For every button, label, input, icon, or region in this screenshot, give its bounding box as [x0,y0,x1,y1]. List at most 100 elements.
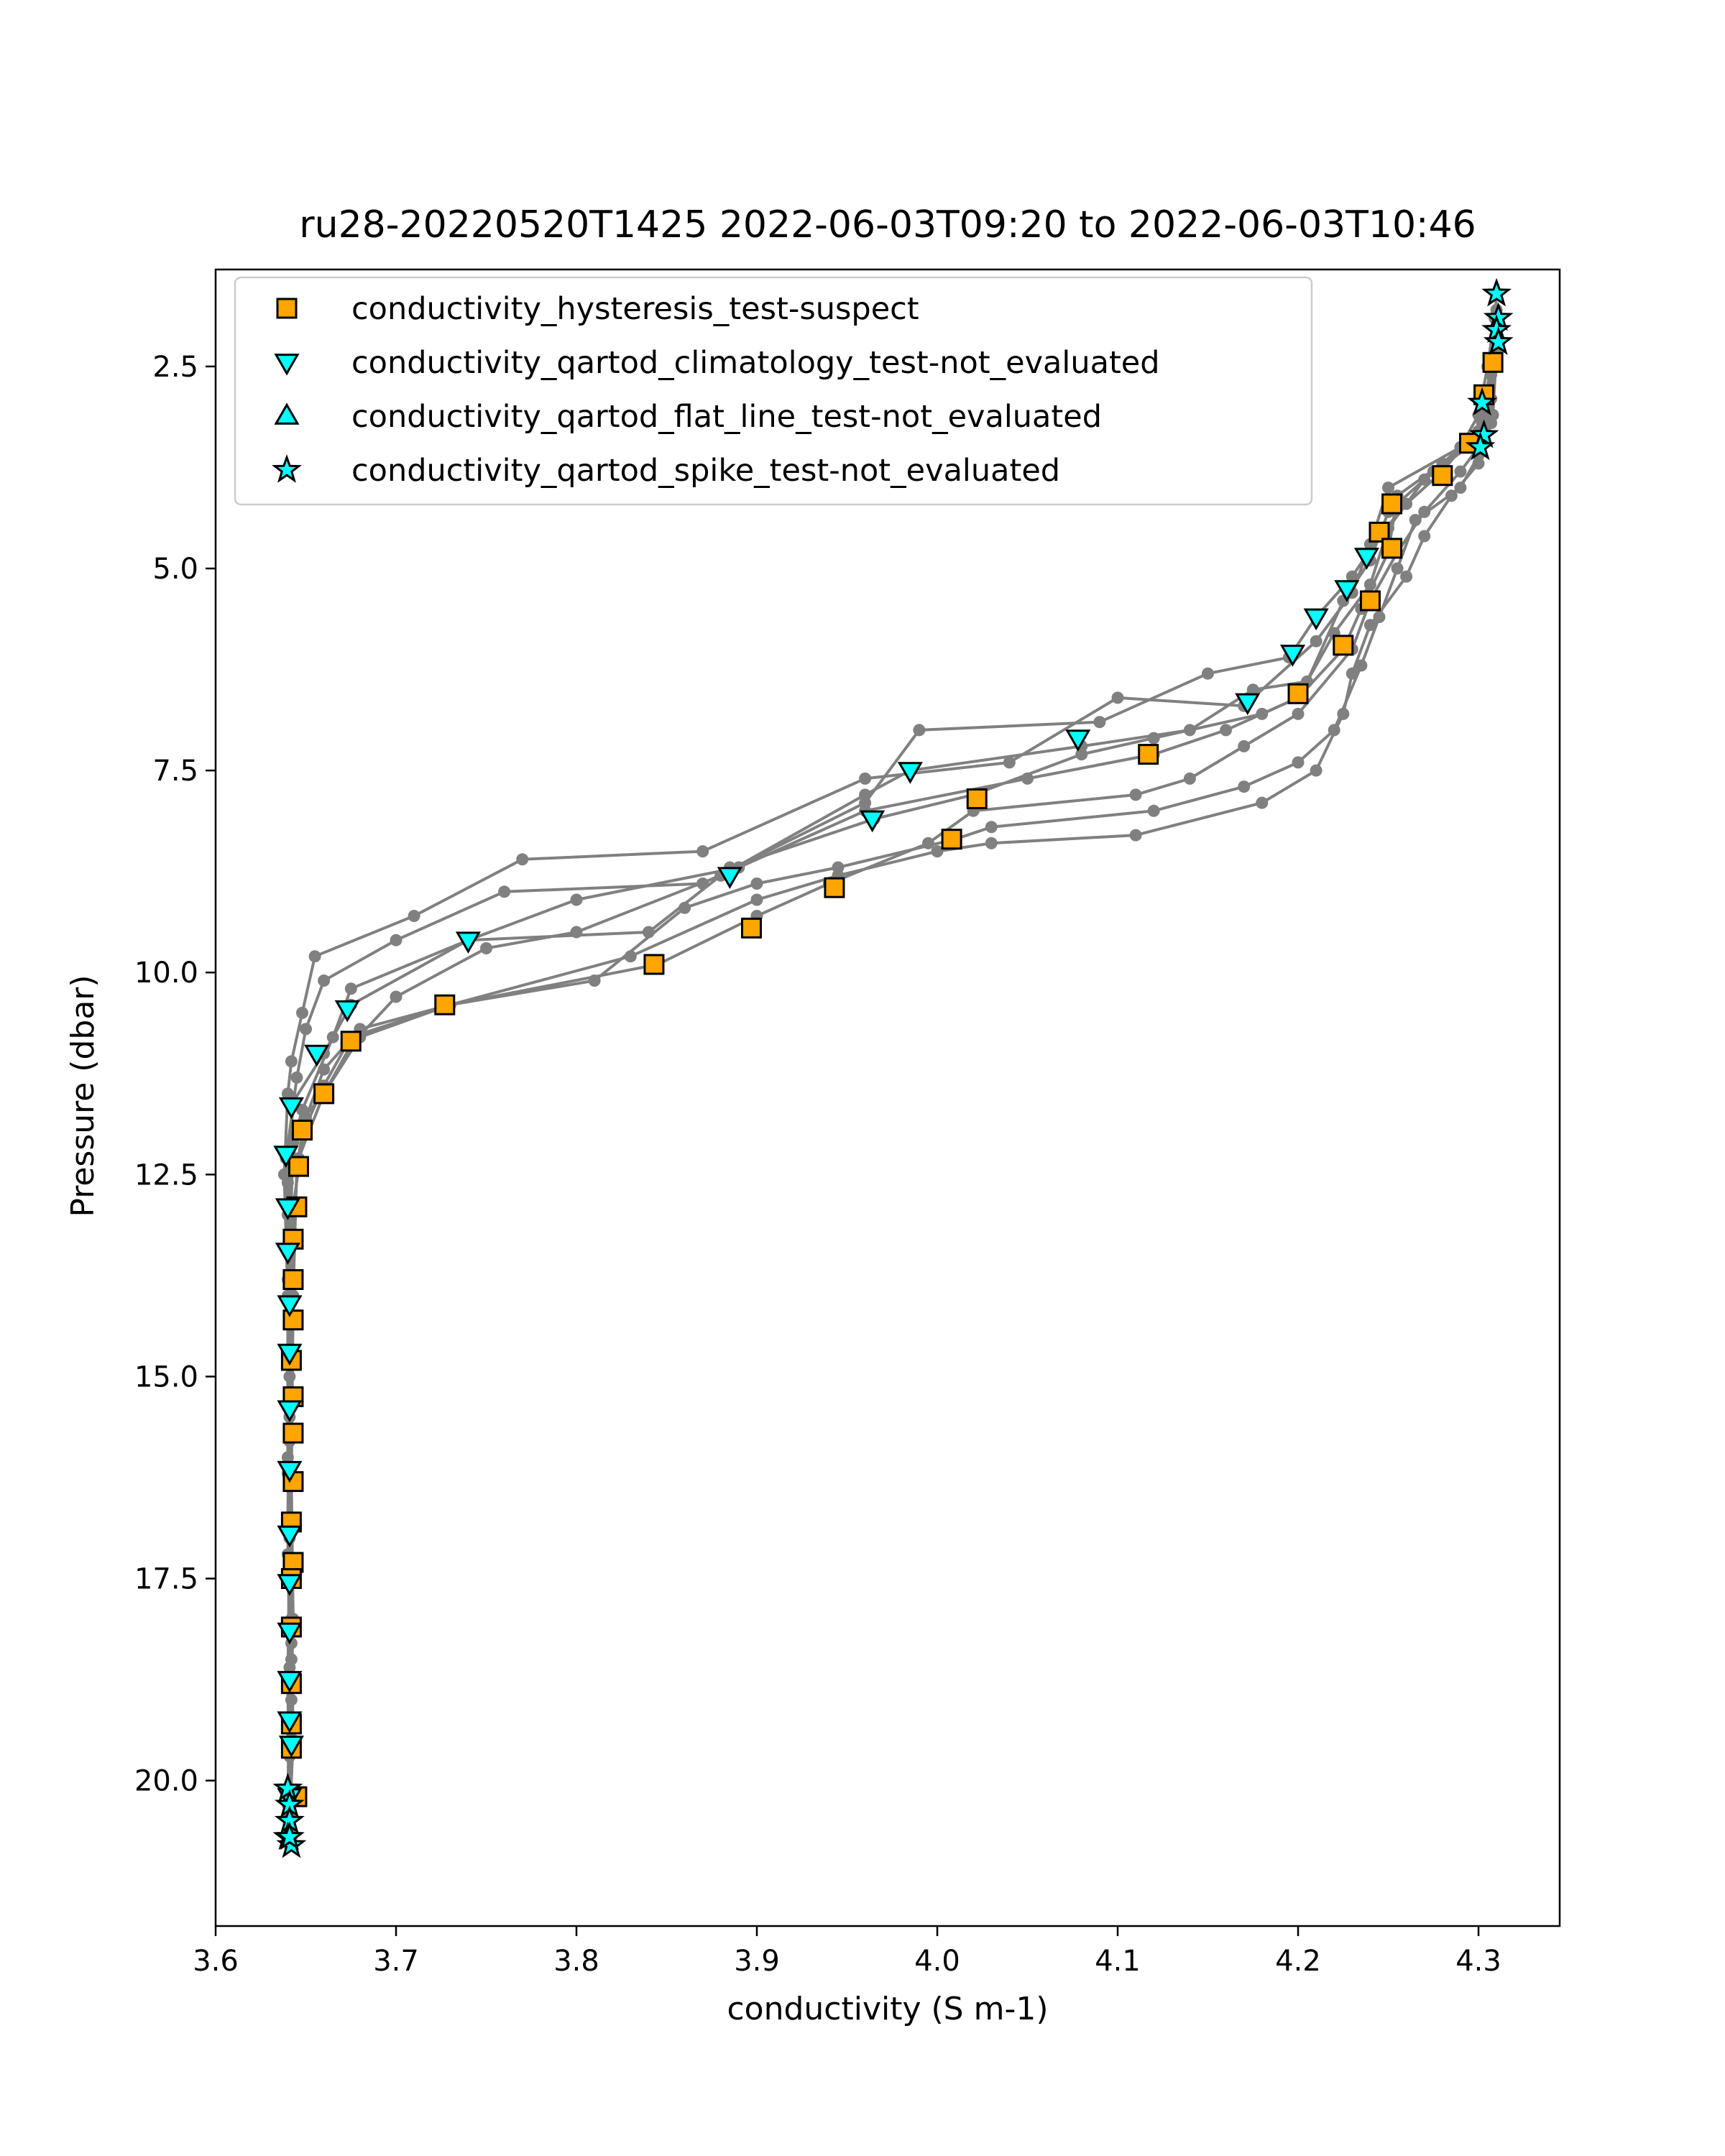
profile-point [1256,796,1269,809]
profile-point [1246,683,1259,696]
marker-triangle-down [277,1574,303,1596]
marker-triangle-down [277,1525,303,1548]
series-star [272,277,1514,1858]
chart-title: ru28-20220520T1425 2022-06-03T09:20 to 2… [299,203,1476,247]
profile-point [318,975,331,987]
plot-area [214,268,1561,1927]
profile-point [285,1055,298,1068]
marker-square [282,1422,304,1444]
profile-point [1256,707,1269,720]
profile-point [300,1023,312,1036]
legend-marker-star [272,454,302,483]
profile-point [1129,788,1142,801]
marker-star [274,1821,305,1851]
marker-triangle-down [278,1736,304,1758]
marker-triangle-down [275,1198,300,1220]
profile-point [750,877,763,890]
marker-square [282,1309,304,1331]
profile-point [931,845,944,858]
y-tick-label: 12.5 [134,1158,198,1192]
profile-point [1355,659,1368,672]
x-tick-label: 4.0 [914,1945,960,1978]
marker-square [1381,538,1403,559]
profile-point [308,950,321,963]
marker-star [1465,431,1496,461]
profile-point [859,788,872,801]
marker-triangle-down [273,1146,299,1168]
profile-point [1346,570,1358,583]
profile-point [326,1031,339,1044]
profile-point [516,853,529,866]
y-tick-label: 5.0 [152,553,198,586]
y-tick-label: 17.5 [134,1563,198,1596]
profile-point [1202,667,1214,680]
marker-square [941,829,962,850]
legend: conductivity_hysteresis_test-suspectcond… [234,276,1313,506]
profile-point [1400,570,1413,583]
marker-square [288,1156,309,1177]
profile-point [678,901,691,914]
marker-square [1482,351,1504,373]
profile-point [1418,530,1431,543]
marker-square [1333,635,1354,656]
legend-marker-triangle-up [274,402,300,425]
marker-triangle-down [1334,580,1360,602]
marker-triangle-down [1279,645,1306,667]
marker-triangle-down [277,1295,303,1317]
profile-point [1373,611,1386,623]
profile-point [1346,667,1358,680]
marker-square [1432,465,1453,487]
marker-square [740,917,762,939]
legend-label: conductivity_qartod_spike_test-not_evalu… [351,453,1060,489]
profile-point [498,885,511,898]
marker-triangle-down [277,1711,303,1733]
profile-point [1183,772,1196,785]
marker-triangle-down [275,1243,300,1265]
profile-point [985,837,998,849]
marker-triangle-down [277,1400,303,1422]
marker-triangle-down [717,867,742,889]
x-tick-label: 4.2 [1275,1945,1321,1978]
marker-triangle-down [1303,608,1329,631]
marker-square [1381,493,1403,515]
profile-point [1093,716,1106,729]
marker-square [282,1268,304,1290]
marker-star [1483,326,1514,356]
profile-point [1409,514,1422,527]
marker-triangle-down [1235,693,1261,716]
legend-label: conductivity_qartod_flat_line_test-not_e… [351,399,1102,435]
y-axis: 2.5 5.0 7.5 10.0 12.5 15.0 17.5 20.0 [134,351,216,1798]
profile-point [390,934,402,946]
profile-point [285,1653,298,1666]
legend-label: conductivity_qartod_climatology_test-not… [351,345,1160,381]
marker-square [643,954,665,975]
profile-point [1310,764,1322,777]
marker-square [824,877,845,898]
marker-star [1481,277,1512,307]
x-tick-label: 4.3 [1455,1945,1501,1978]
marker-triangle-down [278,1097,304,1120]
profile-point [408,910,420,922]
marker-square [966,788,988,809]
profile-point [1075,748,1088,761]
y-axis-label: Pressure (dbar) [65,975,101,1217]
profile-point [570,926,583,939]
profile-point [1382,482,1394,494]
marker-star [272,1772,303,1802]
x-tick-label: 4.1 [1095,1945,1141,1978]
profile-point [1147,804,1160,817]
x-axis: 3.6 3.7 3.8 3.9 4.0 4.1 4.2 4.3 [193,1926,1501,1978]
marker-triangle-down [304,1044,330,1067]
y-tick-label: 10.0 [134,957,198,990]
profile-point [750,893,763,906]
profile-point [1111,691,1124,704]
x-tick-label: 3.9 [734,1945,780,1978]
profile-point [1363,619,1376,632]
profile-point [1445,489,1458,502]
x-tick-label: 3.7 [373,1945,419,1978]
profile-point [318,1063,331,1076]
profile-point [624,950,637,963]
marker-triangle-down [897,762,923,784]
marker-star [1468,419,1499,448]
